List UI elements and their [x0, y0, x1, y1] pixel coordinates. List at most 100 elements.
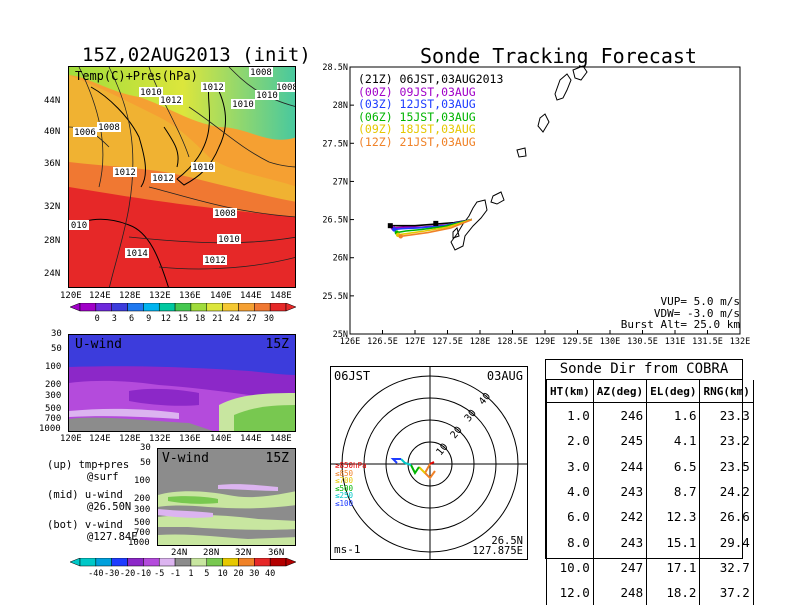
p-tick: 100	[134, 476, 151, 486]
note-line1: (mid) u-wind	[47, 489, 123, 501]
track-title: Sonde Tracking Forecast	[420, 44, 697, 68]
lat-tick: 44N	[44, 96, 61, 106]
u-wind-label: U-wind	[75, 337, 122, 352]
colorbar-tick: 12	[161, 314, 171, 324]
table-row: 10.0 247 17.1 32.7	[546, 554, 754, 581]
track-params: VUP= 5.0 m/s VDW= -3.0 m/s Burst Alt= 25…	[620, 296, 740, 331]
track-series-line	[397, 218, 473, 236]
track-axes: 126E 126.5E 127E 127.5E 128E 128.5E 129E 129.5E…	[322, 63, 750, 347]
table-cell: 17.1	[646, 554, 701, 581]
isobar-label: 1008	[276, 83, 296, 93]
hodograph-segment	[390, 458, 401, 464]
colorbar-tick: 24	[229, 314, 239, 324]
x-tick-label: 126E	[340, 337, 360, 347]
table-cell: 1.6	[646, 402, 701, 429]
lon-tick: 144E	[240, 291, 262, 301]
table-cell: 15.1	[646, 529, 701, 555]
p-tick: 300	[45, 391, 62, 401]
isobar-label: 1008	[250, 68, 272, 78]
pressure-legend-item: ≤700	[335, 476, 354, 485]
polar-ring-label: 40	[477, 391, 493, 407]
note-line2: @surf	[87, 471, 119, 483]
colorbar-tick: 40	[265, 569, 275, 579]
isobar-label: 1008	[214, 209, 236, 219]
colorbar-tick: 20	[233, 569, 243, 579]
track-legend: (21Z) 06JST,03AUG2013 (00Z) 09JST,03AUG …	[358, 73, 503, 148]
lon-tick: 124E	[89, 434, 111, 444]
x-tick-label: 129E	[535, 337, 555, 347]
polar-location-lon: 127.875E	[472, 545, 523, 557]
polar-unit-label: ms-1	[334, 543, 361, 556]
p-tick: 200	[134, 494, 151, 504]
y-tick-label: 26N	[333, 254, 348, 264]
isobar-label: 1010	[140, 88, 162, 98]
track-legend-item: (12Z) 21JST,03AUG	[358, 134, 476, 149]
table-cell: 244	[592, 453, 648, 479]
surface-map-label: Temp(C)+Pres(hPa)	[75, 69, 198, 83]
track-plot-frame	[349, 66, 741, 335]
note-up: (up) tmp+pres @surf	[47, 459, 138, 483]
track-legend-item: (21Z) 06JST,03AUG2013	[358, 72, 504, 86]
table-cell: 3.0	[546, 453, 594, 479]
colorbar-swatch	[127, 558, 144, 567]
p-tick: 1000	[39, 424, 61, 434]
table-cell: 242	[592, 504, 648, 530]
table-cell: 6.0	[546, 504, 594, 530]
colorbar-tick: -10	[136, 569, 151, 579]
lon-tick: 140E	[210, 291, 232, 301]
lon-tick: 120E	[60, 291, 82, 301]
table-row: 1.0 246 1.6 23.3	[546, 402, 754, 429]
lon-tick: 136E	[179, 291, 201, 301]
colorbar-tick: -1	[170, 569, 180, 579]
colorbar-tick: 30	[264, 314, 274, 324]
p-tick: 500	[134, 518, 151, 528]
table-cell: 12.3	[646, 504, 701, 530]
y-tick-label: 27.5N	[322, 139, 348, 149]
track-legend-item: (03Z) 12JST,03AUG	[358, 97, 476, 111]
lon-tick: 148E	[270, 291, 292, 301]
column-header: AZ(deg)	[592, 380, 648, 403]
lat-tick: 32N	[44, 202, 61, 212]
polar-ring-label: 10	[435, 442, 451, 458]
isobar-label: 1012	[202, 83, 224, 93]
sonde-table-title: Sonde Dir from COBRA	[546, 360, 742, 380]
table-cell: 6.5	[646, 453, 701, 479]
temperature-colorbar: 0 3 6 9 12 15 18 21 24 27 30	[69, 303, 297, 324]
lat-tick: 36N	[268, 548, 285, 558]
colorbar-swatch	[79, 558, 97, 567]
lat-tick: 28N	[44, 236, 61, 246]
track-series	[387, 218, 473, 239]
track-marker	[433, 220, 439, 226]
isobar-label: 1014	[126, 249, 148, 259]
table-cell: 24.2	[699, 478, 754, 505]
lon-tick: 132E	[149, 291, 171, 301]
pressure-legend: ≥850hPa ≤850 ≤700 ≤500 ≤250 ≤100	[335, 462, 367, 507]
sonde-table: HT(km) AZ(deg) EL(deg) RNG(km) 1.0 246 1.6…	[546, 380, 754, 606]
u-wind-time: 15Z	[265, 337, 289, 352]
colorbar-tick: -20	[120, 569, 135, 579]
p-tick: 30	[51, 329, 62, 339]
colorbar-swatch	[174, 558, 192, 567]
p-tick: 50	[51, 344, 62, 354]
y-tick-label: 26.5N	[322, 216, 348, 226]
pressure-legend-item: ≤850	[335, 468, 354, 478]
table-cell: 23.5	[699, 453, 754, 479]
v-wind-panel: V-wind 15Z	[157, 448, 296, 546]
u-wind-panel: U-wind 15Z	[68, 334, 296, 432]
hodograph-segment	[410, 464, 420, 475]
y-tick-label: 28.5N	[322, 63, 348, 73]
u-wind-field	[69, 335, 295, 431]
track-chart: 126E 126.5E 127E 127.5E 128E 128.5E 129E 129.5E…	[322, 63, 750, 347]
colorbar-swatch	[222, 303, 239, 312]
table-cell: 12.0	[546, 580, 594, 606]
table-cell: 243	[592, 529, 648, 555]
track-legend-item: (06Z) 15JST,03AUG	[358, 109, 476, 124]
colorbar-swatch	[95, 303, 112, 312]
p-tick: 30	[140, 443, 151, 453]
track-legend-item: (00Z) 09JST,03AUG	[358, 84, 476, 99]
p-tick: 700	[45, 414, 62, 424]
v-wind-field	[158, 449, 295, 545]
p-tick: 1000	[128, 538, 150, 548]
vdw-param: VDW= -3.0 m/s	[653, 306, 740, 320]
p-tick: 500	[45, 404, 62, 414]
